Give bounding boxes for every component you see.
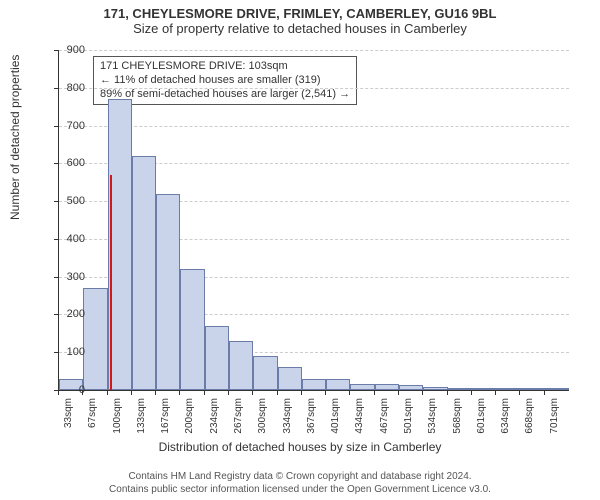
xtick-mark	[495, 390, 496, 395]
xtick-label: 133sqm	[136, 398, 147, 443]
xtick-label: 33sqm	[63, 398, 74, 443]
grid-line	[59, 88, 569, 89]
y-axis-label: Number of detached properties	[8, 55, 22, 220]
histogram-bar	[423, 387, 447, 390]
footer: Contains HM Land Registry data © Crown c…	[0, 471, 600, 496]
histogram-bar	[132, 156, 156, 390]
ytick-label: 500	[45, 195, 85, 207]
ytick-label: 100	[45, 346, 85, 358]
histogram-bar	[496, 388, 520, 390]
chart-title-line1: 171, CHEYLESMORE DRIVE, FRIMLEY, CAMBERL…	[0, 0, 600, 21]
xtick-label: 568sqm	[452, 398, 463, 443]
xtick-label: 334sqm	[282, 398, 293, 443]
grid-line	[59, 126, 569, 127]
histogram-bar	[205, 326, 229, 390]
xtick-label: 300sqm	[257, 398, 268, 443]
xtick-label: 167sqm	[160, 398, 171, 443]
xtick-label: 200sqm	[184, 398, 195, 443]
footer-line1: Contains HM Land Registry data © Crown c…	[0, 471, 600, 484]
xtick-mark	[471, 390, 472, 395]
histogram-bar	[448, 388, 472, 390]
xtick-label: 100sqm	[112, 398, 123, 443]
xtick-label: 534sqm	[427, 398, 438, 443]
xtick-mark	[58, 390, 59, 395]
histogram-bar	[326, 379, 350, 390]
histogram-bar	[156, 194, 180, 390]
xtick-label: 668sqm	[524, 398, 535, 443]
histogram-bar	[350, 384, 374, 390]
histogram-bar	[253, 356, 277, 390]
xtick-mark	[349, 390, 350, 395]
xtick-mark	[252, 390, 253, 395]
histogram-bar	[302, 379, 326, 390]
xtick-label: 234sqm	[209, 398, 220, 443]
annotation-box: 171 CHEYLESMORE DRIVE: 103sqm ← 11% of d…	[93, 56, 357, 105]
xtick-label: 367sqm	[306, 398, 317, 443]
ytick-label: 900	[45, 44, 85, 56]
histogram-bar	[520, 388, 544, 390]
chart-title-line2: Size of property relative to detached ho…	[0, 21, 600, 40]
footer-line2: Contains public sector information licen…	[0, 484, 600, 497]
xtick-mark	[519, 390, 520, 395]
xtick-mark	[447, 390, 448, 395]
xtick-mark	[374, 390, 375, 395]
xtick-mark	[228, 390, 229, 395]
xtick-mark	[325, 390, 326, 395]
xtick-mark	[277, 390, 278, 395]
xtick-label: 267sqm	[233, 398, 244, 443]
xtick-mark	[107, 390, 108, 395]
xtick-mark	[179, 390, 180, 395]
histogram-bar	[180, 269, 204, 390]
histogram-bar	[83, 288, 107, 390]
ytick-label: 600	[45, 157, 85, 169]
histogram-bar	[399, 385, 423, 390]
xtick-label: 467sqm	[379, 398, 390, 443]
xtick-mark	[544, 390, 545, 395]
xtick-mark	[204, 390, 205, 395]
xtick-mark	[82, 390, 83, 395]
plot-area: 171 CHEYLESMORE DRIVE: 103sqm ← 11% of d…	[58, 50, 569, 391]
grid-line	[59, 50, 569, 51]
xtick-mark	[422, 390, 423, 395]
xtick-label: 401sqm	[330, 398, 341, 443]
xtick-mark	[301, 390, 302, 395]
histogram-bar	[229, 341, 253, 390]
histogram-bar	[472, 388, 496, 390]
ytick-label: 400	[45, 233, 85, 245]
xtick-label: 701sqm	[549, 398, 560, 443]
annotation-line2: ← 11% of detached houses are smaller (31…	[100, 74, 350, 88]
xtick-label: 634sqm	[500, 398, 511, 443]
histogram-bar	[278, 367, 302, 390]
marker-line	[110, 175, 112, 390]
chart-container: 171, CHEYLESMORE DRIVE, FRIMLEY, CAMBERL…	[0, 0, 600, 500]
ytick-label: 800	[45, 82, 85, 94]
xtick-label: 434sqm	[354, 398, 365, 443]
ytick-label: 700	[45, 120, 85, 132]
annotation-line1: 171 CHEYLESMORE DRIVE: 103sqm	[100, 60, 350, 74]
histogram-bar	[545, 388, 569, 390]
histogram-bar	[375, 384, 399, 390]
xtick-mark	[131, 390, 132, 395]
xtick-label: 67sqm	[87, 398, 98, 443]
ytick-label: 0	[45, 384, 85, 396]
xtick-mark	[398, 390, 399, 395]
annotation-line3: 89% of semi-detached houses are larger (…	[100, 88, 350, 102]
ytick-label: 300	[45, 271, 85, 283]
ytick-label: 200	[45, 308, 85, 320]
xtick-label: 601sqm	[476, 398, 487, 443]
xtick-mark	[155, 390, 156, 395]
xtick-label: 501sqm	[403, 398, 414, 443]
